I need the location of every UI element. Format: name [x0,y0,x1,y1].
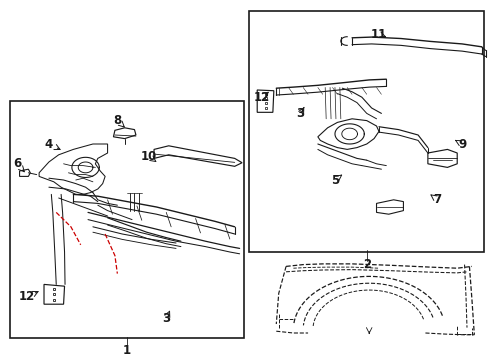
Bar [10,101,244,338]
Bar [249,11,483,252]
Text: 5: 5 [330,174,338,186]
Text: 2: 2 [362,258,370,271]
Text: 12: 12 [253,91,269,104]
Text: 6: 6 [13,157,21,170]
Text: 8: 8 [113,114,121,127]
Text: 3: 3 [162,312,170,325]
Text: 10: 10 [141,150,157,163]
Text: 11: 11 [370,28,386,41]
Text: 1: 1 [123,345,131,357]
Text: 7: 7 [433,193,441,206]
Text: 12: 12 [19,291,35,303]
Text: 4: 4 [45,138,53,150]
Text: 3: 3 [296,107,304,120]
Text: 9: 9 [457,138,465,150]
